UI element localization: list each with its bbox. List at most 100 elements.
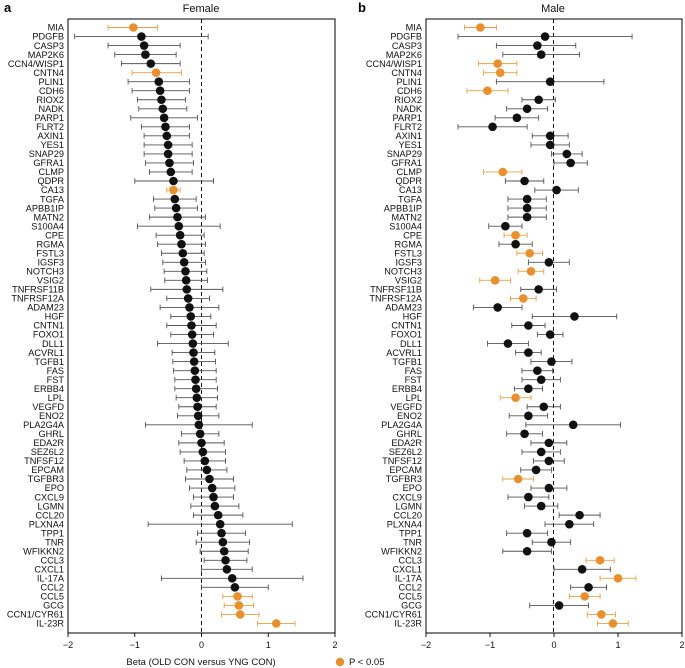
- point-48: [544, 456, 554, 466]
- gene-label-42: VEGFD: [390, 402, 422, 412]
- gene-label-56: TPP1: [41, 528, 64, 538]
- point-16: [498, 167, 508, 177]
- point-20: [171, 203, 181, 213]
- gene-label-6: PLIN1: [38, 77, 64, 87]
- point-4: [493, 59, 502, 68]
- gene-label-14: SNAP29: [29, 149, 64, 159]
- point-6: [154, 77, 164, 86]
- gene-label-20: APBB1IP: [384, 203, 422, 213]
- point-23: [511, 230, 520, 240]
- legend: P < 0.05: [335, 657, 384, 668]
- point-34: [545, 330, 555, 339]
- gene-label-25: FSTL3: [36, 248, 64, 258]
- gene-label-56: TPP1: [399, 528, 422, 538]
- gene-label-34: FOXO1: [391, 330, 422, 340]
- point-37: [189, 357, 199, 366]
- gene-label-31: ADAM23: [385, 303, 422, 313]
- gene-label-24: RGMA: [394, 239, 422, 249]
- gene-label-61: IL-17A: [395, 574, 423, 584]
- point-0: [476, 23, 485, 32]
- point-0: [129, 23, 138, 32]
- gene-label-48: TNFSF12: [24, 456, 64, 466]
- gene-label-20: APBB1IP: [26, 203, 64, 213]
- point-62: [230, 583, 240, 592]
- point-3: [536, 50, 546, 59]
- point-21: [522, 212, 532, 222]
- panel-male: b Male MIAPDGFBCASP3MAP2K6CCN4/WISP1CNTN…: [358, 0, 685, 650]
- gene-label-33: CNTN1: [33, 321, 64, 331]
- gene-label-43: ENO2: [39, 411, 64, 421]
- point-26: [179, 257, 189, 267]
- x-tick-label-0: −2: [63, 640, 73, 650]
- gene-label-58: WFIKKN2: [381, 546, 422, 556]
- point-13: [163, 140, 173, 150]
- gene-label-22: S100A4: [389, 221, 422, 231]
- gene-label-62: CCL2: [399, 583, 423, 593]
- gene-label-23: CPE: [45, 230, 64, 240]
- gene-label-49: EPCAM: [389, 465, 422, 475]
- point-33: [187, 321, 196, 330]
- gene-label-24: RGMA: [36, 239, 64, 249]
- point-12: [545, 131, 555, 141]
- gene-label-2: CASP3: [34, 41, 64, 51]
- point-57: [218, 537, 228, 547]
- gene-label-15: GFRA1: [33, 158, 64, 168]
- x-tick-label-4: 2: [679, 640, 684, 650]
- point-33: [524, 321, 533, 330]
- point-43: [524, 411, 533, 421]
- marks-female: [74, 23, 304, 628]
- x-tick-label-1: −1: [485, 640, 495, 650]
- x-axis-title: Beta (OLD CON versus YNG CON): [126, 657, 275, 668]
- point-39: [191, 375, 200, 384]
- point-11: [488, 122, 497, 132]
- gene-label-55: PLXNA4: [387, 519, 422, 529]
- gene-label-48: TNFSF12: [382, 456, 422, 466]
- point-65: [597, 610, 606, 619]
- point-32: [570, 312, 579, 321]
- gene-labels-female: MIAPDGFBCASP3MAP2K6CCN4/WISP1CNTN4PLIN1C…: [7, 23, 65, 629]
- point-42: [193, 402, 202, 412]
- point-40: [524, 384, 533, 394]
- gene-label-26: IGSF3: [37, 257, 64, 267]
- point-60: [222, 565, 232, 574]
- gene-label-29: TNFRSF11B: [12, 285, 64, 295]
- gene-label-35: DLL1: [42, 339, 64, 349]
- gene-label-0: MIA: [406, 23, 423, 33]
- point-27: [526, 267, 536, 276]
- point-22: [501, 221, 510, 231]
- point-66: [608, 619, 618, 628]
- point-7: [483, 86, 492, 96]
- gene-label-54: CCL20: [393, 510, 422, 520]
- point-5: [151, 68, 161, 77]
- gene-label-52: CXCL9: [34, 492, 64, 502]
- gene-labels-male: MIAPDGFBCASP3MAP2K6CCN4/WISP1CNTN4PLIN1C…: [365, 23, 423, 629]
- gene-label-64: GCG: [43, 601, 64, 611]
- gene-label-59: CCL3: [399, 555, 423, 565]
- gene-label-18: CA13: [41, 185, 64, 195]
- gene-label-32: HGF: [45, 312, 65, 322]
- point-41: [192, 393, 202, 403]
- gene-label-8: RIOX2: [394, 95, 422, 105]
- gene-label-40: ERBB4: [392, 384, 422, 394]
- panel-title-female: Female: [183, 3, 220, 15]
- point-1: [540, 32, 550, 41]
- point-57: [547, 537, 556, 547]
- gene-label-34: FOXO1: [33, 330, 64, 340]
- point-50: [205, 474, 214, 484]
- point-1: [137, 32, 146, 41]
- gene-label-51: EPO: [45, 483, 64, 493]
- gene-label-41: LPL: [406, 393, 422, 403]
- point-44: [194, 420, 204, 430]
- gene-label-44: PLA2G4A: [381, 420, 423, 430]
- point-54: [213, 510, 223, 520]
- gene-label-37: TGFB1: [392, 357, 422, 367]
- gene-label-64: GCG: [401, 601, 422, 611]
- gene-label-66: IL-23R: [36, 619, 64, 629]
- point-46: [197, 438, 206, 448]
- point-24: [177, 239, 186, 249]
- panel-letter-a: a: [4, 0, 12, 15]
- gene-label-9: NADK: [396, 104, 422, 114]
- point-36: [189, 348, 198, 357]
- gene-label-51: EPO: [403, 483, 422, 493]
- point-30: [183, 294, 193, 303]
